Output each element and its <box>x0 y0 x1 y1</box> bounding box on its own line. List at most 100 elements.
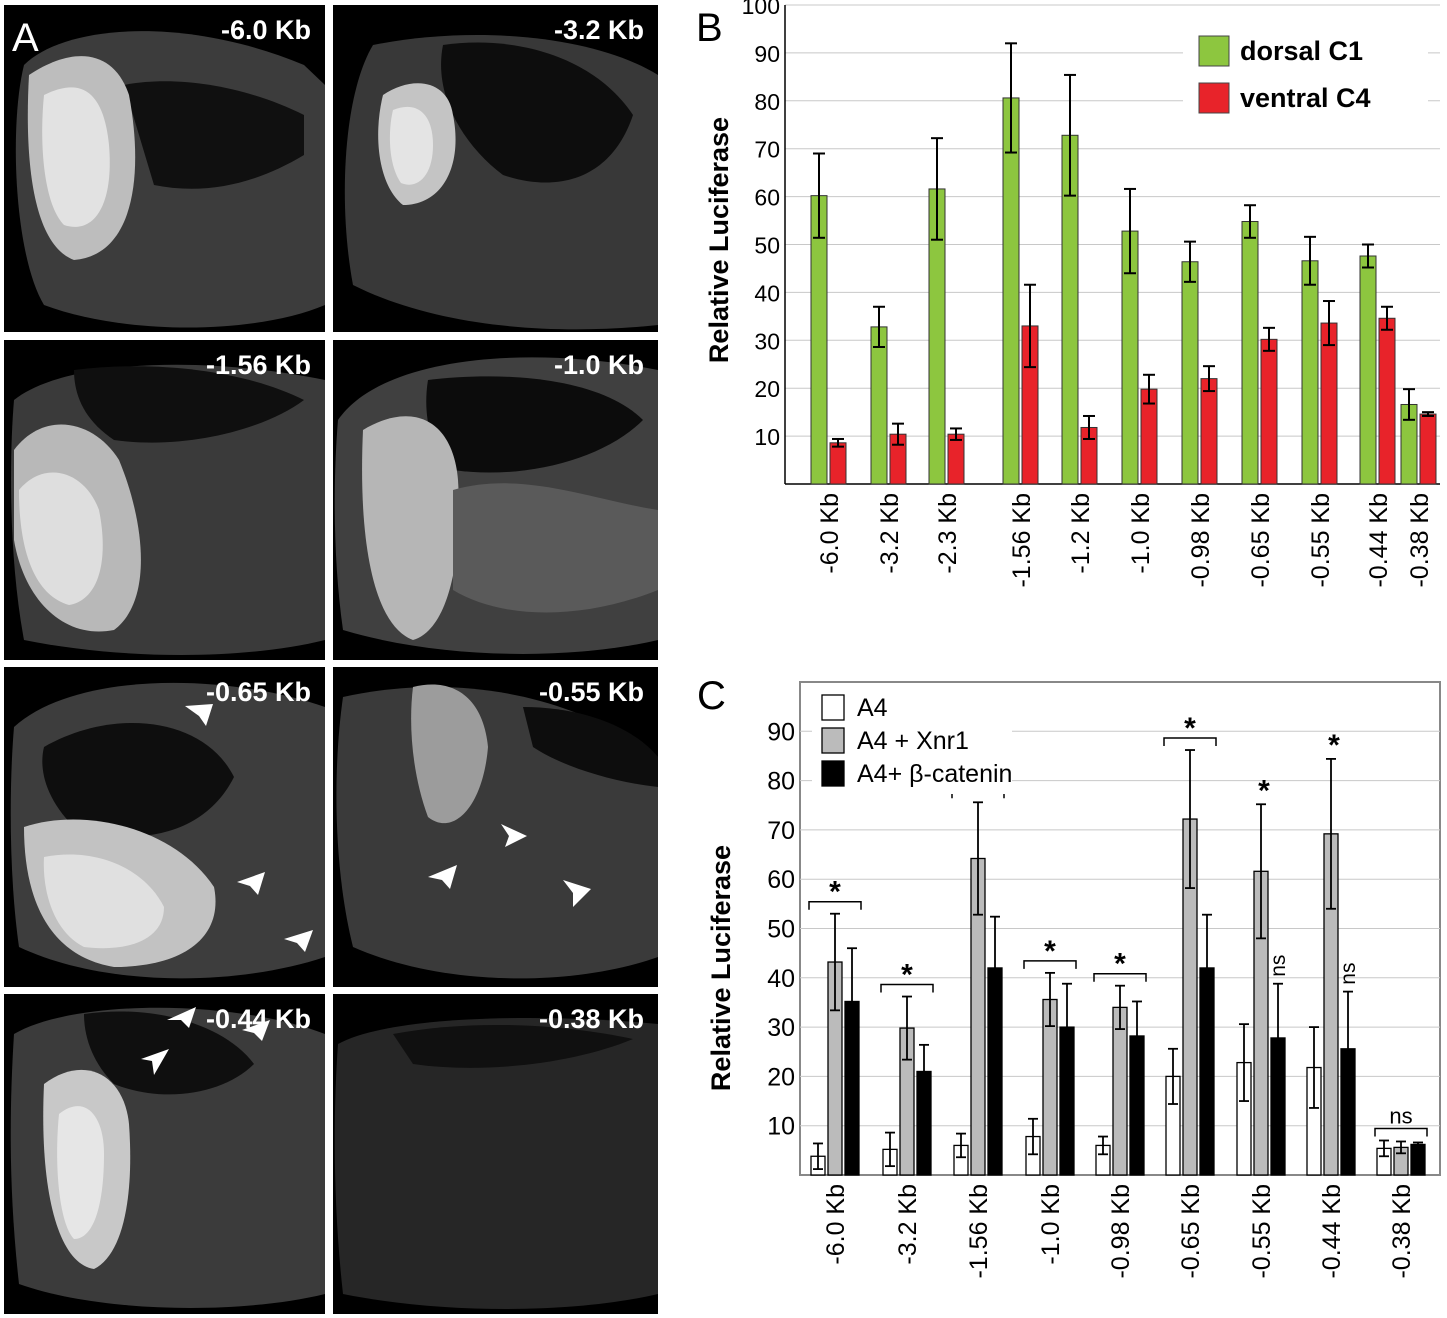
tile-label: -1.0 Kb <box>553 350 644 380</box>
significance-marker: * <box>1114 948 1126 981</box>
legend-label: A4 <box>857 694 888 722</box>
panel-letter-a: A <box>12 16 39 60</box>
micrograph-tile: -6.0 Kb <box>4 5 325 332</box>
legend-swatch <box>1198 82 1230 114</box>
chart-b: 10 20 30 40 50 60 70 80 90 100 Relative Luciferase… <box>704 0 1440 588</box>
micrograph-tile: -0.38 Kb <box>333 994 658 1314</box>
x-tick-label: -0.65 Kb <box>1177 1184 1205 1279</box>
x-tick-label: -0.44 Kb <box>1318 1184 1346 1279</box>
tile-label: -6.0 Kb <box>220 15 311 45</box>
y-tick-label: 60 <box>754 185 780 211</box>
significance-bracket <box>1163 737 1217 747</box>
tile-label: -0.38 Kb <box>538 1004 644 1034</box>
legend-swatch <box>821 727 845 754</box>
y-tick-label: 90 <box>767 718 795 746</box>
x-tick-label: -0.44 Kb <box>1365 493 1393 588</box>
x-tick-label: -3.2 Kb <box>894 1184 922 1265</box>
x-tick-label: -3.2 Kb <box>876 493 904 574</box>
y-tick-label: 80 <box>767 768 795 796</box>
y-tick-label: 100 <box>742 0 780 19</box>
significance-bracket <box>1093 972 1147 982</box>
y-tick-label: 60 <box>767 866 795 894</box>
tile-label: -3.2 Kb <box>553 15 644 45</box>
x-tick-label: -6.0 Kb <box>822 1184 850 1265</box>
y-tick-label: 50 <box>754 233 780 259</box>
legend-swatch <box>821 760 845 787</box>
y-tick-label: 10 <box>754 424 780 450</box>
y-tick-label: 40 <box>754 280 780 306</box>
tissue-image <box>10 682 325 979</box>
significance-marker: * <box>1258 774 1270 807</box>
significance-marker: * <box>1328 729 1340 762</box>
legend-box <box>812 686 1012 794</box>
micrograph-tile: -0.55 Kb <box>333 667 658 987</box>
tissue-image <box>334 357 658 654</box>
x-tick-label: -1.0 Kb <box>1127 493 1155 574</box>
panel-letter-c: C <box>697 674 726 718</box>
significance-marker: * <box>901 959 913 992</box>
y-tick-label: 40 <box>767 965 795 993</box>
x-tick-label: -1.2 Kb <box>1067 493 1095 574</box>
y-tick-label: 80 <box>754 89 780 115</box>
tissue-image <box>334 1018 658 1309</box>
tissue-image <box>11 364 325 655</box>
y-tick-label: 30 <box>754 328 780 354</box>
y-tick-label: 90 <box>754 41 780 67</box>
legend-swatch <box>1198 35 1230 67</box>
significance-marker: * <box>1184 712 1196 745</box>
significance-marker: * <box>829 876 841 909</box>
x-tick-label: -0.38 Kb <box>1406 493 1434 588</box>
y-tick-label: 30 <box>767 1014 795 1042</box>
x-tick-label: -0.98 Kb <box>1187 493 1215 588</box>
significance-bracket <box>1023 960 1077 969</box>
x-tick-label: -1.56 Kb <box>965 1184 993 1279</box>
y-tick-label: 50 <box>767 916 795 944</box>
significance-bracket <box>880 983 934 993</box>
micrograph-tile: -1.56 Kb <box>4 340 325 660</box>
significance-marker: * <box>1044 935 1056 968</box>
x-tick-label: -1.56 Kb <box>1008 493 1036 588</box>
tissue-image <box>10 1007 325 1308</box>
x-tick-label: -0.38 Kb <box>1388 1184 1416 1279</box>
significance-marker: ns <box>1389 1103 1412 1128</box>
y-tick-label: 20 <box>767 1063 795 1091</box>
y-axis-title: Relative Luciferase <box>706 845 736 1091</box>
tile-label: -0.55 Kb <box>538 677 644 707</box>
significance-bracket <box>1374 1127 1428 1137</box>
micrograph-tile: -0.65 Kb <box>4 667 325 987</box>
y-axis-title: Relative Luciferase <box>704 117 734 363</box>
x-tick-label: -1.0 Kb <box>1037 1184 1065 1265</box>
y-tick-label: 20 <box>754 376 780 402</box>
legend-label: ventral C4 <box>1240 83 1371 113</box>
x-tick-label: -0.65 Kb <box>1247 493 1275 588</box>
x-tick-label: -0.98 Kb <box>1107 1184 1135 1279</box>
panel-a-micrographs: -6.0 Kb -3.2 Kb -1.56 Kb -1.0 Kb <box>0 0 663 1318</box>
tissue-image <box>15 31 325 328</box>
significance-bracket <box>808 900 862 910</box>
tissue-image <box>336 684 658 979</box>
y-tick-label: 70 <box>754 137 780 163</box>
tissue-image <box>344 35 658 330</box>
tile-label: -0.65 Kb <box>205 677 311 707</box>
y-tick-label: 10 <box>767 1113 795 1141</box>
y-tick-label: 70 <box>767 817 795 845</box>
micrograph-tile: -0.44 Kb <box>4 994 325 1314</box>
x-tick-label: -6.0 Kb <box>816 493 844 574</box>
legend-label: dorsal C1 <box>1240 36 1363 66</box>
x-tick-label: -2.3 Kb <box>934 493 962 574</box>
legend-label: A4 + Xnr1 <box>857 727 969 755</box>
micrograph-tile: -3.2 Kb <box>333 5 658 332</box>
x-tick-label: -0.55 Kb <box>1307 493 1335 588</box>
legend-swatch <box>821 694 845 721</box>
micrograph-tile: -1.0 Kb <box>333 340 658 660</box>
ns-marker: ns <box>1267 955 1290 977</box>
panel-letter-b: B <box>696 6 723 50</box>
x-tick-label: -0.55 Kb <box>1248 1184 1276 1279</box>
bar-series-3 <box>1410 1143 1426 1176</box>
tile-label: -1.56 Kb <box>205 350 311 380</box>
tile-label: -0.44 Kb <box>205 1004 311 1034</box>
legend-label: A4+ β-catenin <box>857 760 1012 788</box>
ns-marker: ns <box>1337 963 1360 985</box>
bar-series-2 <box>1112 1006 1128 1176</box>
